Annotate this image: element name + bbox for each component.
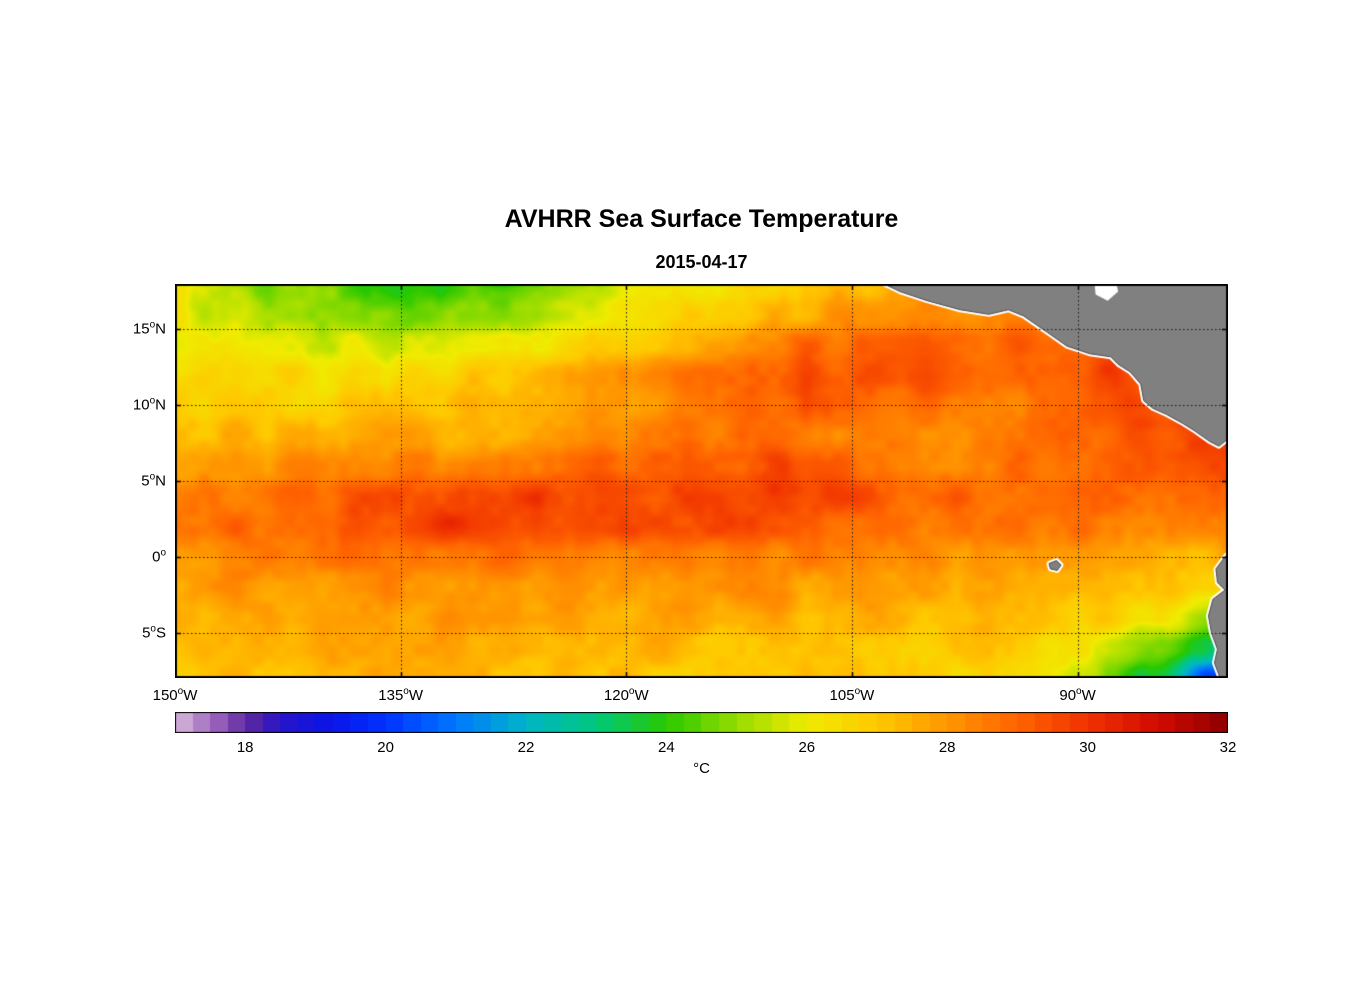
- colorbar-tick-label: 20: [377, 739, 394, 756]
- sst-map-canvas: [175, 284, 1228, 678]
- colorbar: [175, 712, 1228, 733]
- colorbar-tick-label: 30: [1079, 739, 1096, 756]
- x-tick-label: 105oW: [829, 686, 875, 705]
- x-tick-label: 135oW: [378, 686, 424, 705]
- chart-date-subtitle: 2015-04-17: [655, 252, 748, 272]
- colorbar-tick-label: 32: [1219, 739, 1237, 756]
- colorbar-tick-label: 26: [798, 739, 816, 756]
- chart-title: AVHRR Sea Surface Temperature: [504, 205, 899, 233]
- y-tick-label: 10oN: [132, 395, 166, 414]
- x-tick-label: 150oW: [152, 686, 198, 705]
- y-tick-label: 0o: [152, 547, 166, 566]
- y-tick-label: 5oN: [141, 471, 166, 490]
- x-tick-label: 120oW: [603, 686, 649, 705]
- colorbar-unit-label: °C: [693, 760, 710, 777]
- colorbar-tick-label: 24: [658, 739, 675, 756]
- x-tick-label: 90oW: [1059, 686, 1096, 705]
- y-tick-label: 5oS: [142, 623, 166, 642]
- colorbar-tick-label: 22: [517, 739, 535, 756]
- y-tick-label: 15oN: [132, 319, 166, 338]
- colorbar-tick-label: 18: [236, 739, 254, 756]
- colorbar-tick-label: 28: [938, 739, 956, 756]
